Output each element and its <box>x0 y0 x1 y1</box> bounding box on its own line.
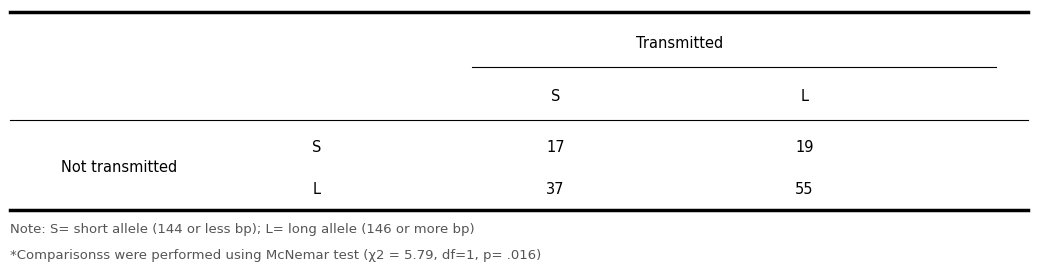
Text: Transmitted: Transmitted <box>636 37 723 51</box>
Text: L: L <box>312 182 321 197</box>
Text: 37: 37 <box>546 182 565 197</box>
Text: 17: 17 <box>546 140 565 155</box>
Text: 55: 55 <box>795 182 814 197</box>
Text: L: L <box>800 89 809 104</box>
Text: Not transmitted: Not transmitted <box>61 160 177 175</box>
Text: S: S <box>550 89 561 104</box>
Text: Note: S= short allele (144 or less bp); L= long allele (146 or more bp): Note: S= short allele (144 or less bp); … <box>10 223 475 236</box>
Text: *Comparisonss were performed using McNemar test (χ2 = 5.79, df=1, p= .016): *Comparisonss were performed using McNem… <box>10 249 542 262</box>
Text: S: S <box>311 140 322 155</box>
Text: 19: 19 <box>795 140 814 155</box>
